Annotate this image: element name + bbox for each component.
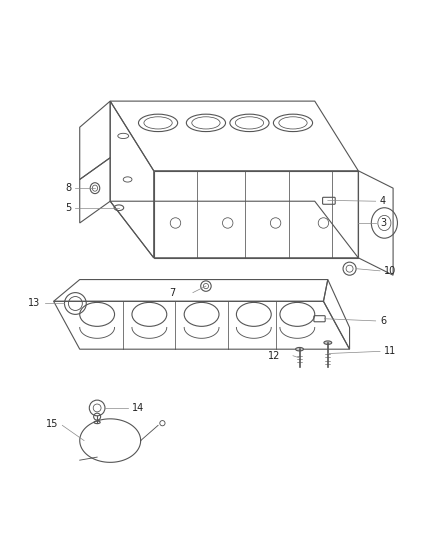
Text: 13: 13 — [28, 298, 41, 309]
Text: 7: 7 — [169, 288, 176, 297]
Ellipse shape — [296, 348, 304, 351]
Text: 5: 5 — [65, 203, 71, 213]
Text: 10: 10 — [385, 266, 397, 276]
Ellipse shape — [324, 341, 332, 344]
Text: 8: 8 — [65, 183, 71, 193]
Text: 14: 14 — [132, 403, 144, 413]
Text: 11: 11 — [385, 346, 397, 357]
Text: 6: 6 — [380, 316, 386, 326]
Text: 3: 3 — [380, 218, 386, 228]
Text: 15: 15 — [46, 419, 58, 429]
Text: 4: 4 — [380, 196, 386, 206]
Text: 12: 12 — [268, 351, 280, 361]
